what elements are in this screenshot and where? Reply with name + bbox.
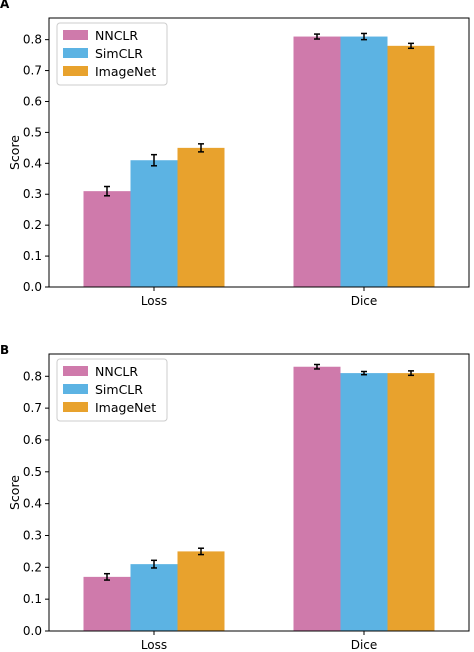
- legend-label-nnclr: NNCLR: [95, 28, 138, 43]
- x-tick-label: Loss: [141, 638, 167, 652]
- bar-simclr-loss: [130, 160, 178, 287]
- y-axis-label: Score: [7, 135, 22, 170]
- bar-simclr-dice: [340, 373, 388, 631]
- legend-swatch-nnclr: [63, 30, 88, 40]
- y-tick-label: 0.6: [23, 433, 42, 447]
- y-tick-label: 0.7: [23, 401, 42, 415]
- y-tick-label: 0.0: [23, 624, 42, 638]
- plot-frame: [48, 17, 470, 288]
- y-tick-label: 0.5: [23, 125, 42, 139]
- legend-label-simclr: SimCLR: [95, 382, 143, 397]
- y-tick-label: 0.3: [23, 528, 42, 542]
- legend-swatch-simclr: [63, 48, 88, 58]
- legend-swatch-simclr: [63, 384, 88, 394]
- bar-imagenet-loss: [177, 551, 225, 631]
- x-tick-label: Loss: [141, 294, 167, 308]
- bar-nnclr-dice: [293, 366, 341, 631]
- legend-label-simclr: SimCLR: [95, 46, 143, 61]
- y-tick-label: 0.2: [23, 218, 42, 232]
- plot-frame: [48, 353, 470, 632]
- y-tick-label: 0.3: [23, 187, 42, 201]
- bar-imagenet-dice: [387, 373, 435, 631]
- panel-a: A 0.0 0.1 0.2 0.3 0.4 0.5 0.6 0.7 0.8 Loss Dice Scor…: [0, 0, 470, 308]
- panel-b: B 0.0 0.1 0.2 0.3 0.4 0.5 0.6 0.7 0.8 Loss Dice Scor…: [0, 343, 470, 652]
- legend-swatch-imagenet: [63, 66, 88, 76]
- y-tick-label: 0.0: [23, 280, 42, 294]
- y-tick-label: 0.8: [23, 33, 42, 47]
- y-tick-label: 0.8: [23, 369, 42, 383]
- y-tick-label: 0.4: [23, 497, 42, 511]
- y-tick-label: 0.1: [23, 249, 42, 263]
- y-tick-label: 0.4: [23, 156, 42, 170]
- bar-nnclr-loss: [83, 191, 131, 287]
- y-tick-label: 0.7: [23, 64, 42, 78]
- bar-imagenet-loss: [177, 147, 225, 287]
- legend-label-imagenet: ImageNet: [95, 400, 156, 415]
- panel-letter: B: [0, 343, 9, 357]
- bar-simclr-loss: [130, 564, 178, 631]
- y-tick-label: 0.2: [23, 560, 42, 574]
- bar-nnclr-dice: [293, 36, 341, 287]
- y-tick-label: 0.5: [23, 465, 42, 479]
- x-tick-label: Dice: [351, 638, 378, 652]
- y-axis-label: Score: [7, 475, 22, 510]
- panel-letter: A: [0, 0, 10, 11]
- legend-label-imagenet: ImageNet: [95, 64, 156, 79]
- legend-swatch-nnclr: [63, 366, 88, 376]
- legend-label-nnclr: NNCLR: [95, 364, 138, 379]
- legend-swatch-imagenet: [63, 402, 88, 412]
- bar-simclr-dice: [340, 36, 388, 287]
- bar-imagenet-dice: [387, 45, 435, 287]
- y-tick-label: 0.6: [23, 94, 42, 108]
- bar-nnclr-loss: [83, 576, 131, 631]
- x-tick-label: Dice: [351, 294, 378, 308]
- y-tick-label: 0.1: [23, 592, 42, 606]
